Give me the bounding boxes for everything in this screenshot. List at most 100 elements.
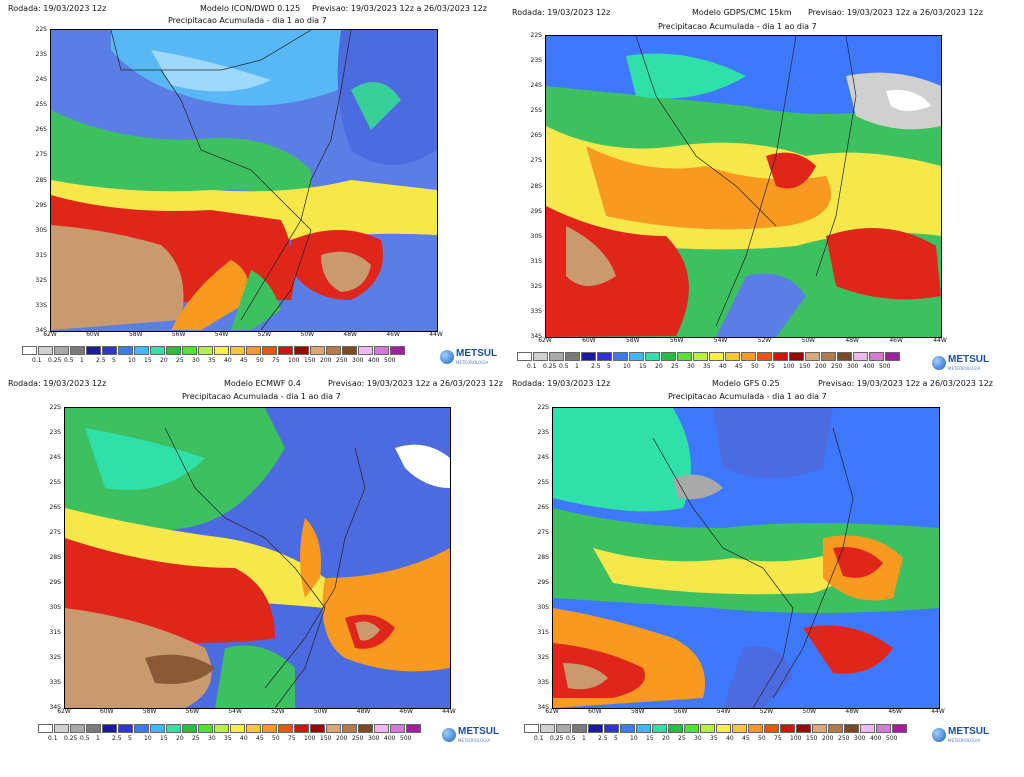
legend-swatch	[374, 346, 389, 355]
brand-subtitle: METEOROLOGIA	[948, 366, 981, 371]
latitude-label: 24S	[537, 454, 549, 461]
legend-level-label: 40	[719, 363, 727, 370]
longitude-label: 56W	[171, 331, 186, 338]
legend-swatch	[533, 352, 548, 361]
legend-swatch	[556, 724, 571, 733]
legend-level-label: 0.1	[534, 735, 544, 742]
legend-level-label: 0.25	[64, 735, 78, 742]
legend-level-label: 1	[575, 363, 579, 370]
latitude-label: 34S	[530, 333, 542, 340]
legend-swatch	[182, 724, 197, 733]
legend-swatch	[668, 724, 683, 733]
legend-level-label: 20	[662, 735, 670, 742]
legend-swatch	[390, 346, 405, 355]
globe-icon	[932, 728, 946, 742]
legend-swatch	[620, 724, 635, 733]
legend-level-label: 100	[783, 363, 795, 370]
latitude-label: 22S	[530, 32, 542, 39]
legend-level-label: 0.5	[559, 363, 569, 370]
legend-swatch	[38, 346, 53, 355]
legend-swatch	[588, 724, 603, 733]
legend-level-label: 200	[320, 357, 332, 364]
latitude-label: 27S	[49, 529, 61, 536]
legend-swatch	[38, 724, 53, 733]
longitude-label: 44W	[442, 708, 456, 715]
longitude-label: 52W	[257, 331, 272, 338]
legend-swatch	[310, 724, 325, 733]
legend-level-label: 400	[863, 363, 875, 370]
legend-swatch	[262, 724, 277, 733]
latitude-label: 29S	[35, 201, 47, 209]
longitude-label: 54W	[228, 708, 242, 715]
legend-swatch	[700, 724, 715, 733]
metsul-logo: METSUL METEOROLOGIA	[442, 724, 502, 746]
precipitation-map	[64, 407, 451, 709]
legend-swatch	[604, 724, 619, 733]
legend-swatch	[358, 724, 373, 733]
brand-name: METSUL	[948, 726, 990, 737]
metsul-logo: METSUL METEOROLOGIA	[932, 724, 992, 746]
legend-level-label: 45	[256, 735, 264, 742]
model-label: Modelo ICON/DWD 0.125	[200, 4, 301, 13]
latitude-label: 22S	[35, 26, 47, 33]
legend-level-label: 0.1	[48, 735, 58, 742]
latitude-label: 31S	[530, 257, 542, 265]
legend-swatch	[134, 724, 149, 733]
forecast-period-label: Previsao: 19/03/2023 12z a 26/03/2023 12…	[328, 379, 503, 388]
latitude-label: 28S	[35, 176, 47, 184]
latitude-label: 24S	[35, 76, 47, 84]
legend-swatch	[214, 346, 229, 355]
legend-swatch	[118, 724, 133, 733]
latitude-label: 31S	[537, 629, 549, 636]
legend-level-label: 400	[384, 735, 396, 742]
legend-swatch	[549, 352, 564, 361]
legend-level-label: 75	[767, 363, 775, 370]
brand-subtitle: METEOROLOGIA	[948, 738, 981, 743]
latitude-label: 25S	[35, 101, 47, 109]
legend-level-label: 75	[288, 735, 296, 742]
legend-level-label: 150	[799, 363, 811, 370]
legend-level-label: 10	[128, 357, 136, 364]
legend-swatch	[684, 724, 699, 733]
legend-swatch	[725, 352, 740, 361]
legend-swatch	[198, 724, 213, 733]
brand-name: METSUL	[458, 726, 500, 737]
legend-swatch	[796, 724, 811, 733]
legend-level-label: 250	[838, 735, 850, 742]
legend-level-label: 25	[192, 735, 200, 742]
longitude-label: 48W	[845, 708, 859, 715]
legend-level-label: 400	[870, 735, 882, 742]
longitude-label: 44W	[931, 708, 945, 715]
legend-swatch	[390, 724, 405, 733]
legend-swatch	[869, 352, 884, 361]
precipitation-map	[545, 35, 942, 338]
legend-swatch	[134, 346, 149, 355]
latitude-label: 23S	[537, 429, 549, 436]
longitude-label: 52W	[757, 337, 772, 344]
legend-level-label: 10	[144, 735, 152, 742]
legend-level-label: 1	[80, 357, 84, 364]
longitude-label: 60W	[99, 708, 114, 715]
longitude-label: 60W	[582, 337, 596, 344]
legend-level-label: 500	[400, 735, 412, 742]
legend-level-label: 0.1	[527, 363, 537, 370]
legend-swatch	[214, 724, 229, 733]
legend-level-label: 250	[831, 363, 843, 370]
rodada-label: Rodada: 19/03/2023 12z	[8, 379, 107, 388]
latitude-label: 30S	[35, 226, 47, 234]
legend-swatch	[182, 346, 197, 355]
legend-level-label: 5	[614, 735, 618, 742]
latitude-label: 25S	[49, 479, 61, 486]
legend-swatch	[517, 352, 532, 361]
legend-level-label: 150	[806, 735, 818, 742]
legend-level-label: 15	[639, 363, 647, 370]
legend-level-label: 50	[751, 363, 759, 370]
legend-swatch	[645, 352, 660, 361]
legend-level-label: 400	[368, 357, 380, 364]
legend-swatch	[540, 724, 555, 733]
legend-swatch	[262, 346, 277, 355]
latitude-label: 32S	[49, 654, 61, 661]
legend-swatch	[86, 346, 101, 355]
legend-level-label: 250	[352, 735, 364, 742]
precipitation-map	[50, 29, 438, 332]
